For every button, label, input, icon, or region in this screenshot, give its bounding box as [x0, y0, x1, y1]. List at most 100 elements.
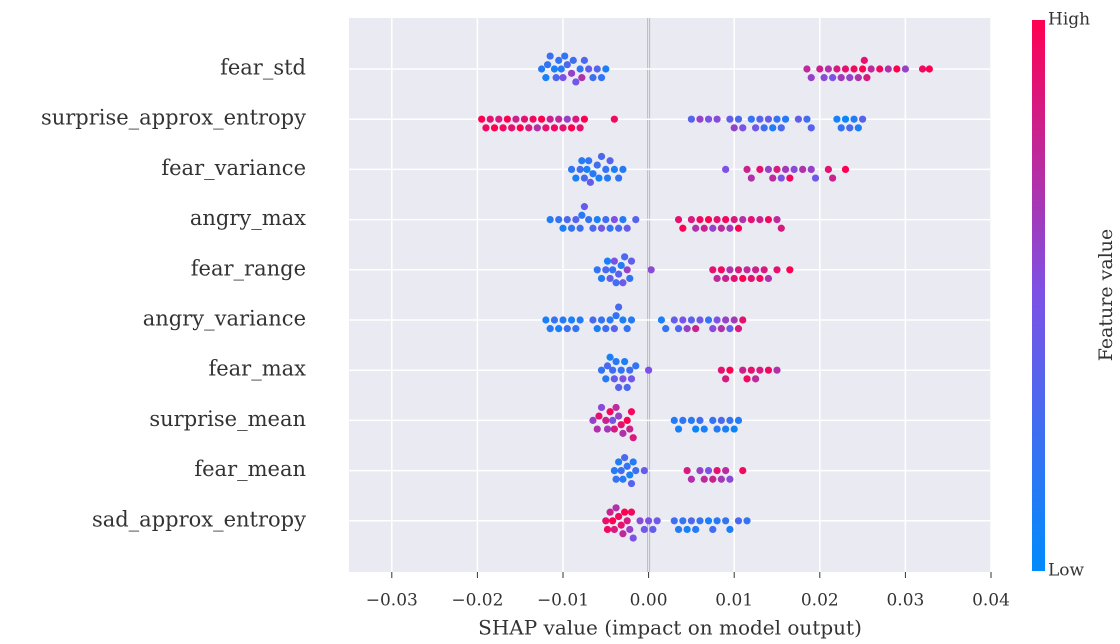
dot [773, 266, 781, 274]
dot [726, 224, 734, 232]
dot [619, 375, 627, 383]
dot [726, 325, 734, 333]
dot [602, 375, 610, 383]
dot [704, 316, 713, 324]
dot [612, 357, 620, 366]
dot [602, 416, 610, 424]
dot [696, 517, 704, 525]
dot [623, 517, 631, 525]
dot [610, 115, 618, 123]
dot [589, 416, 597, 424]
dot [833, 65, 841, 73]
dot [807, 74, 815, 82]
dot [867, 65, 875, 73]
dot [696, 216, 704, 224]
dot [756, 165, 764, 173]
dot [589, 316, 597, 324]
dot [803, 65, 811, 73]
dot [567, 124, 576, 132]
dot [692, 425, 700, 433]
dot [717, 325, 725, 333]
dot [876, 65, 884, 73]
dot [670, 416, 678, 424]
dot [859, 115, 867, 123]
dot [670, 316, 678, 324]
dot [615, 303, 623, 311]
dot [764, 165, 773, 173]
dot [700, 224, 708, 232]
dot [679, 316, 687, 324]
dot [626, 274, 634, 283]
x-tick-label: 0.02 [801, 591, 839, 611]
dot [615, 512, 623, 521]
dot [722, 467, 730, 475]
dot [734, 266, 743, 274]
dot [709, 475, 717, 483]
dot [722, 274, 730, 283]
dot [529, 115, 537, 123]
dot [612, 504, 620, 512]
feature-label: surprise_mean [149, 407, 306, 431]
dot [777, 174, 785, 182]
dot [550, 124, 559, 132]
dot [726, 416, 734, 424]
dot [621, 508, 629, 516]
dot [674, 325, 683, 333]
dot [653, 517, 661, 525]
dot [626, 525, 634, 534]
dot [829, 174, 837, 182]
dot [585, 216, 593, 224]
dot [627, 257, 636, 265]
dot [679, 416, 687, 424]
dot [597, 274, 606, 283]
dot [563, 325, 571, 333]
dot [709, 266, 717, 274]
dot [593, 216, 601, 224]
dot [623, 266, 631, 274]
dot [525, 124, 533, 132]
dot [606, 224, 614, 232]
dot [603, 362, 612, 370]
dot [717, 475, 725, 483]
dot [593, 266, 601, 274]
dot [777, 224, 785, 232]
dot [696, 467, 704, 475]
x-tick-label: −0.01 [537, 591, 589, 611]
dot [687, 416, 696, 424]
dot [820, 74, 828, 82]
dot [555, 115, 563, 123]
dot [700, 425, 708, 433]
dot [901, 65, 910, 73]
dot [752, 375, 760, 383]
x-tick-label: 0.00 [630, 591, 668, 611]
dot [609, 517, 617, 525]
dot [713, 316, 721, 324]
dot [717, 366, 725, 374]
colorbar-label: Feature value [1095, 229, 1117, 362]
dot [854, 124, 862, 132]
colorbar-high: High [1048, 10, 1090, 30]
dot [552, 74, 560, 82]
dot [623, 224, 631, 232]
feature-label: fear_range [191, 256, 306, 280]
dot [629, 458, 637, 466]
dot [777, 124, 785, 132]
dot [623, 462, 631, 470]
dot [593, 425, 601, 433]
dot [615, 224, 623, 232]
dot [603, 257, 612, 265]
dot [743, 517, 751, 525]
dot [627, 316, 636, 324]
dot [583, 165, 591, 173]
dot [713, 517, 721, 525]
dot [563, 61, 571, 69]
dot [692, 325, 700, 333]
dot [578, 157, 586, 165]
dot [543, 61, 552, 69]
dot [610, 375, 618, 383]
dot [512, 115, 520, 123]
dot [743, 165, 751, 173]
dot [730, 216, 738, 224]
dot [893, 65, 901, 73]
dot [645, 366, 653, 374]
